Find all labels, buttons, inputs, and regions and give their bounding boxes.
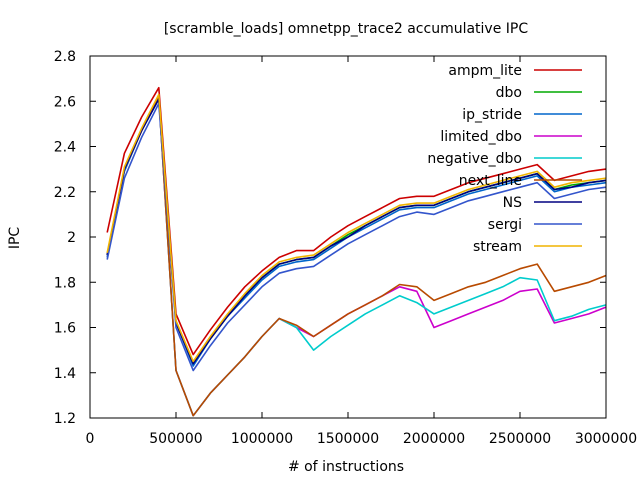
legend-label: next_line — [459, 173, 522, 189]
axes: 1.2 1.4 1.6 1.8 2 2.2 2.4 2.6 2.8 0 500000 1000000 1… — [54, 49, 637, 447]
legend-label: limited_dbo — [440, 129, 522, 145]
x-axis-label: # of instructions — [288, 459, 404, 475]
y-tick-label: 2 — [67, 230, 76, 246]
x-tick-label: 0 — [86, 431, 95, 447]
series-line-ip-stride — [106, 98, 607, 367]
y-tick-label: 1.2 — [54, 411, 76, 427]
legend-label: NS — [503, 195, 522, 211]
plot-frame — [89, 55, 607, 419]
series-line-ns — [106, 98, 607, 365]
legend-label: stream — [473, 239, 522, 255]
series-line-negative-dbo — [106, 95, 607, 417]
series-line-sergi — [106, 102, 607, 372]
legend-label: ampm_lite — [448, 63, 522, 79]
series-line-stream — [106, 93, 607, 363]
y-tick-label: 1.4 — [54, 366, 76, 382]
x-tick-label: 2000000 — [403, 431, 465, 447]
x-tick-label: 1000000 — [231, 431, 293, 447]
x-tick-label: 3000000 — [575, 431, 637, 447]
chart-title: [scramble_loads] omnetpp_trace2 accumula… — [164, 21, 529, 37]
y-tick-label: 2.4 — [54, 140, 76, 156]
series-line-dbo — [106, 95, 607, 365]
y-axis-label: IPC — [7, 227, 23, 250]
series-line-limited-dbo — [106, 95, 607, 417]
legend-label: sergi — [488, 217, 522, 233]
legend-label: dbo — [496, 85, 522, 101]
series-line-next-line — [106, 95, 607, 417]
y-tick-label: 1.6 — [54, 321, 76, 337]
series-line-ampm-lite — [106, 86, 607, 356]
legend-label: negative_dbo — [427, 151, 522, 167]
x-tick-label: 2500000 — [489, 431, 551, 447]
x-tick-label: 1500000 — [317, 431, 379, 447]
y-tick-label: 1.8 — [54, 275, 76, 291]
y-tick-label: 2.2 — [54, 185, 76, 201]
x-tick-label: 500000 — [149, 431, 202, 447]
y-tick-label: 2.6 — [54, 94, 76, 110]
legend-label: ip_stride — [462, 107, 522, 123]
y-tick-label: 2.8 — [54, 49, 76, 65]
series-layer — [106, 86, 607, 417]
